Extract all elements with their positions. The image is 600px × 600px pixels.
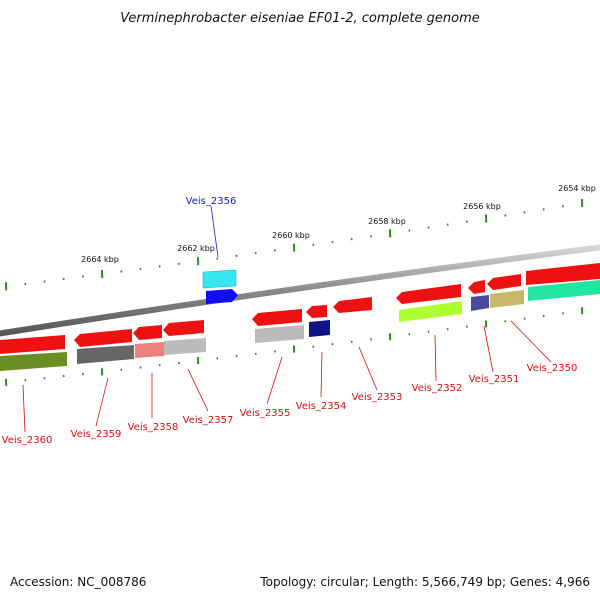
scale-label: 2654 kbp — [558, 184, 596, 193]
gene-veis-2352-track[interactable] — [399, 301, 462, 322]
gene-veis-2358-arrow[interactable] — [133, 325, 162, 340]
gene-veis-2357-track[interactable] — [164, 338, 206, 355]
gene-label-veis-2351[interactable]: Veis_2351 — [469, 374, 520, 385]
gene-veis-2352-arrow[interactable] — [396, 284, 461, 304]
scale-label: 2662 kbp — [177, 244, 215, 253]
gene-veis-2357-arrow[interactable] — [163, 320, 204, 336]
map-title: Verminephrobacter eiseniae EF01-2, compl… — [120, 11, 479, 26]
scale-label: 2660 kbp — [272, 231, 310, 240]
scale-label: 2658 kbp — [368, 217, 406, 226]
gene-veis-2360-arrow[interactable] — [0, 335, 65, 354]
gene-veis-2351-track[interactable] — [471, 295, 489, 311]
scale-label: 2664 kbp — [81, 255, 119, 264]
gene-label-veis-2359[interactable]: Veis_2359 — [71, 429, 122, 440]
scale-label: 2656 kbp — [463, 202, 501, 211]
genome-map: Verminephrobacter eiseniae EF01-2, compl… — [0, 0, 600, 600]
gene-veis-2353-arrow[interactable] — [333, 297, 372, 313]
gene-label-veis-2358[interactable]: Veis_2358 — [128, 422, 179, 433]
gene-veis-2354-track[interactable] — [309, 320, 330, 337]
gene-veis-2355-arrow[interactable] — [252, 309, 302, 326]
gene-veis-2355-track[interactable] — [255, 325, 304, 343]
gene-veis-2356-upper[interactable] — [203, 270, 236, 288]
outer-scale-ticks — [6, 199, 582, 290]
gene-label-veis-2350[interactable]: Veis_2350 — [527, 363, 578, 374]
gene-veis-2351-arrow[interactable] — [468, 280, 485, 294]
gene-veis-2354-arrow[interactable] — [306, 305, 327, 318]
gene-veis-2350b-track[interactable] — [490, 290, 524, 308]
gene-label-veis-2353[interactable]: Veis_2353 — [352, 392, 403, 403]
genome-summary-text: Topology: circular; Length: 5,566,749 bp… — [259, 575, 590, 589]
gene-label-veis-2357[interactable]: Veis_2357 — [183, 415, 234, 426]
gene-veis-2360-track[interactable] — [0, 352, 67, 371]
gene-veis-2358-track[interactable] — [135, 342, 164, 358]
gene-veis-2359-arrow[interactable] — [74, 329, 132, 347]
gene-veis-2356-arrow[interactable] — [206, 289, 238, 304]
gene-veis-2350b-arrow[interactable] — [487, 274, 521, 290]
gene-label-veis-2352[interactable]: Veis_2352 — [412, 383, 463, 394]
gene-label-veis-2360[interactable]: Veis_2360 — [2, 435, 53, 446]
gene-label-veis-2354[interactable]: Veis_2354 — [296, 401, 347, 412]
gene-label-veis-2356[interactable]: Veis_2356 — [186, 196, 237, 207]
accession-text: Accession: NC_008786 — [10, 575, 146, 589]
gene-label-veis-2355[interactable]: Veis_2355 — [240, 408, 291, 419]
gene-veis-2359-track[interactable] — [77, 345, 134, 364]
